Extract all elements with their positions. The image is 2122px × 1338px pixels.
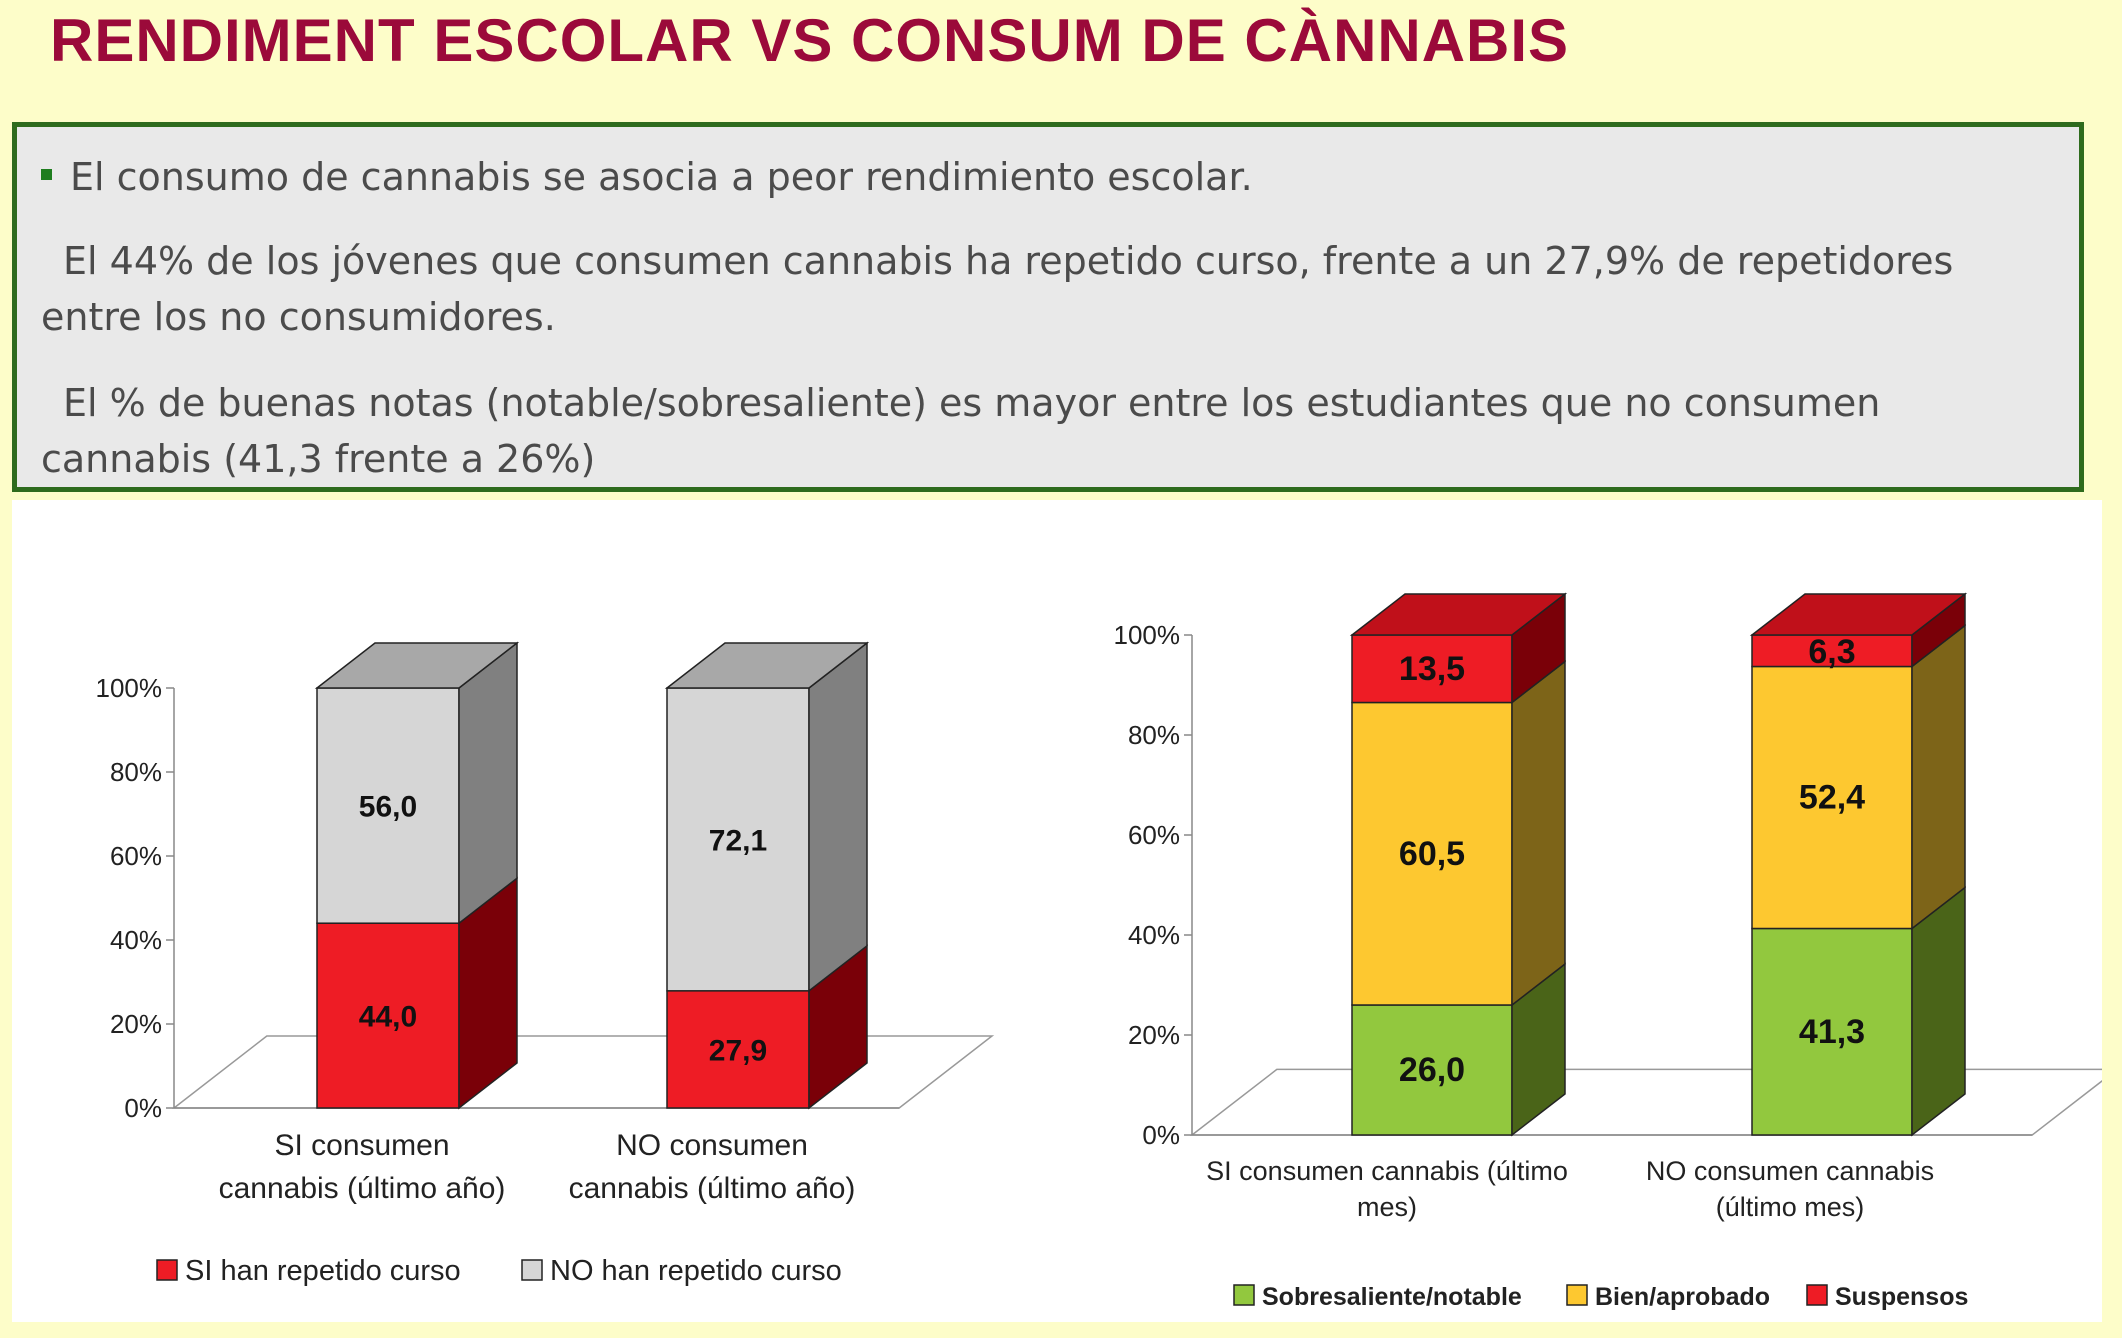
category-label: NO consumen cannabis — [1646, 1156, 1934, 1186]
data-label: 6,3 — [1808, 633, 1855, 671]
bar-top — [314, 642, 520, 689]
bar-segment — [666, 990, 810, 1109]
bar-top — [1749, 593, 1968, 636]
paragraph-good-grades: El % de buenas notas (notable/sobresalie… — [41, 381, 1881, 481]
paragraph-repeaters: El 44% de los jóvenes que consumen canna… — [41, 239, 1954, 339]
data-label: 13,5 — [1399, 650, 1465, 688]
y-tick-label: 80% — [110, 757, 162, 787]
data-label: 56,0 — [359, 791, 417, 824]
page-title: RENDIMENT ESCOLAR VS CONSUM DE CÀNNABIS — [50, 7, 1570, 74]
y-tick-label: 40% — [110, 925, 162, 955]
bar-segment — [1751, 665, 1913, 930]
y-tick-label: 100% — [1114, 620, 1181, 650]
category-label: cannabis (último año) — [219, 1172, 506, 1205]
legend-label: Bien/aprobado — [1595, 1283, 1770, 1311]
y-tick-label: 0% — [124, 1093, 162, 1123]
category-label: SI consumen cannabis (último — [1206, 1156, 1568, 1186]
legend-swatch — [521, 1259, 543, 1281]
bar-top — [1349, 593, 1568, 636]
category-label: (último mes) — [1716, 1192, 1865, 1222]
data-label: 41,3 — [1799, 1013, 1865, 1051]
legend-label: SI han repetido curso — [185, 1255, 461, 1287]
data-label: 44,0 — [359, 1001, 417, 1034]
bar-segment-side — [1911, 885, 1966, 1137]
category-label: SI consumen — [274, 1129, 449, 1162]
category-label: NO consumen — [616, 1129, 808, 1162]
category-label: cannabis (último año) — [569, 1172, 856, 1205]
category-label: mes) — [1357, 1192, 1417, 1222]
data-label: 52,4 — [1799, 779, 1865, 817]
bar-top — [664, 642, 870, 689]
bar-segment-side — [1511, 659, 1566, 1007]
legend-label: Sobresaliente/notable — [1262, 1283, 1522, 1311]
legend-swatch — [156, 1259, 178, 1281]
y-tick-label: 60% — [110, 841, 162, 871]
data-label: 72,1 — [709, 824, 767, 857]
bullet-text: El consumo de cannabis se asocia a peor … — [70, 155, 1253, 199]
bar-segment-side — [458, 641, 518, 925]
legend-label: NO han repetido curso — [550, 1255, 842, 1287]
y-tick-label: 60% — [1128, 820, 1180, 850]
bullet-item: El consumo de cannabis se asocia a peor … — [41, 149, 1253, 205]
bar-segment-side — [808, 641, 868, 993]
data-label: 60,5 — [1399, 835, 1465, 873]
bar-segment — [1351, 701, 1513, 1006]
y-tick-label: 20% — [1128, 1020, 1180, 1050]
legend-label: Suspensos — [1835, 1283, 1968, 1311]
legend-swatch — [1566, 1284, 1588, 1306]
charts-svg: 0% 20% 40% 60% 80% 100% 44,0 56,0 SI consumen can… — [96, 592, 2120, 1311]
bar-segment — [1751, 927, 1913, 1136]
y-tick-label: 0% — [1142, 1120, 1180, 1150]
bar-segment — [316, 687, 460, 924]
legend-swatch — [1233, 1284, 1255, 1306]
bullet-icon — [41, 169, 52, 180]
bar-segment — [666, 687, 810, 992]
bar-segment — [316, 922, 460, 1109]
y-tick-label: 40% — [1128, 920, 1180, 950]
bar-segment — [1351, 1004, 1513, 1136]
chart-area: 0% 20% 40% 60% 80% 100% 44,0 56,0 SI consumen can… — [12, 500, 2120, 1322]
summary-text-box: El consumo de cannabis se asocia a peor … — [12, 122, 2084, 492]
data-label: 27,9 — [709, 1034, 767, 1067]
y-tick-label: 20% — [110, 1009, 162, 1039]
legend-swatch — [1806, 1284, 1828, 1306]
bar-segment-side — [1911, 623, 1966, 931]
bar-segment — [1751, 634, 1913, 668]
chart-floor — [171, 1035, 995, 1109]
y-tick-label: 100% — [96, 673, 163, 703]
data-label: 26,0 — [1399, 1051, 1465, 1089]
y-tick-label: 80% — [1128, 720, 1180, 750]
